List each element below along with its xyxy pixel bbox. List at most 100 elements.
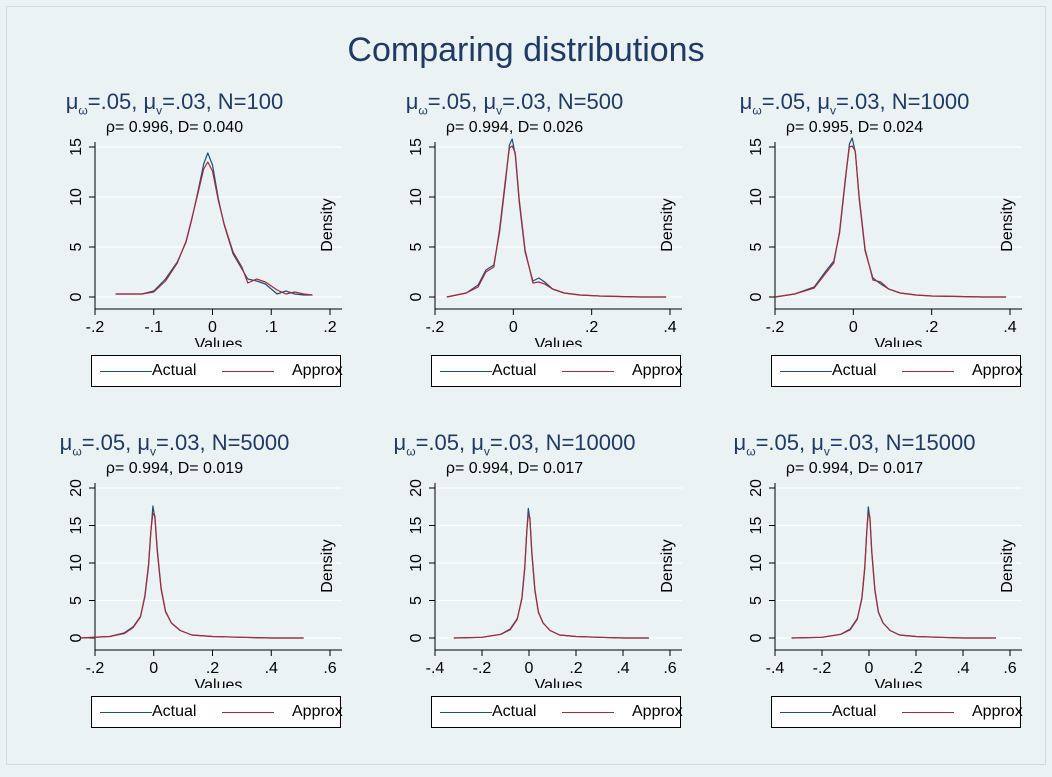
y-tick-label: 10 [68, 188, 85, 206]
y-axis-label: Density [319, 198, 336, 251]
x-tick-label: .4 [956, 660, 969, 677]
legend: Actual Approx [431, 355, 683, 387]
x-tick-label: -.4 [426, 660, 445, 677]
y-tick-label: 5 [408, 596, 425, 605]
x-tick-label: .6 [663, 660, 676, 677]
y-tick-label: 10 [748, 188, 765, 206]
panel-title: μω=.05, μv=.03, N=1000 [739, 89, 970, 118]
panel-title: μω=.05, μv=.03, N=5000 [59, 430, 290, 459]
legend-swatch [222, 371, 274, 372]
series-line-actual [446, 138, 667, 298]
legend-label: Approx [972, 703, 1023, 720]
panel-title: μω=.05, μv=.03, N=100 [65, 89, 284, 118]
series-line-approx [791, 512, 996, 639]
legend-label: Approx [292, 362, 343, 379]
legend-swatch [440, 712, 492, 713]
panel-subtitle: ρ= 0.994, D= 0.019 [105, 460, 244, 477]
x-tick-label: -.2 [86, 319, 105, 336]
series-line-approx [774, 145, 1007, 298]
x-axis-label: Values [535, 336, 583, 347]
x-tick-label: .4 [1003, 319, 1016, 336]
y-tick-label: 0 [748, 633, 765, 642]
panel-subtitle: ρ= 0.994, D= 0.017 [445, 460, 584, 477]
y-tick-label: 15 [68, 138, 85, 156]
panel-subtitle: ρ= 0.996, D= 0.040 [105, 119, 244, 136]
y-tick-label: 0 [408, 633, 425, 642]
y-tick-label: 15 [408, 138, 425, 156]
x-axis-label: Values [195, 677, 243, 688]
y-axis-label: Density [319, 539, 336, 592]
x-tick-label: -.2 [473, 660, 492, 677]
legend-label: Actual [152, 362, 197, 379]
x-tick-label: 0 [509, 319, 518, 336]
x-axis-label: Values [875, 677, 923, 688]
y-tick-label: 15 [68, 517, 85, 535]
x-tick-label: -.2 [426, 319, 445, 336]
x-tick-label: 0 [865, 660, 874, 677]
legend-label: Approx [292, 703, 343, 720]
x-tick-label: 0 [149, 660, 158, 677]
panel-subtitle: ρ= 0.995, D= 0.024 [785, 119, 924, 136]
legend-swatch [562, 371, 614, 372]
y-tick-label: 10 [408, 554, 425, 572]
legend-label: Actual [832, 703, 877, 720]
y-tick-label: 10 [408, 188, 425, 206]
chart-panel: μω=.05, μv=.03, N=10000 ρ= 0.994, D= 0.01… [347, 348, 683, 728]
y-tick-label: 20 [408, 479, 425, 497]
y-axis-label: Density [999, 539, 1016, 592]
x-tick-label: .4 [616, 660, 629, 677]
x-tick-label: -.2 [86, 660, 105, 677]
x-tick-label: .2 [206, 660, 219, 677]
legend-swatch [780, 371, 832, 372]
legend-swatch [902, 371, 954, 372]
legend: Actual Approx [771, 696, 1023, 728]
y-tick-label: 0 [68, 292, 85, 301]
x-axis-label: Values [535, 677, 583, 688]
series-line-actual [791, 506, 996, 639]
y-tick-label: 0 [748, 292, 765, 301]
series-line-actual [774, 137, 1007, 298]
figure: Comparing distributions μω=.05, μv=.03, … [6, 6, 1046, 765]
density-plot: 0 5 10 15 -.2 0 .2 .4 Values Density [408, 138, 682, 347]
legend-label: Actual [152, 703, 197, 720]
x-tick-label: -.4 [766, 660, 785, 677]
legend-swatch [100, 712, 152, 713]
x-tick-label: .2 [569, 660, 582, 677]
legend-swatch [902, 712, 954, 713]
x-tick-label: .4 [265, 660, 278, 677]
y-tick-label: 5 [748, 596, 765, 605]
x-tick-label: .2 [585, 319, 598, 336]
x-tick-label: 0 [208, 319, 217, 336]
density-plot: 0 5 10 15 20 -.2 0 .2 .4 .6 Values Density [68, 479, 342, 688]
y-tick-label: 20 [748, 479, 765, 497]
y-axis-label: Density [659, 198, 676, 251]
y-tick-label: 10 [748, 554, 765, 572]
series-line-approx [446, 145, 667, 298]
x-axis-label: Values [875, 336, 923, 347]
density-plot: 0 5 10 15 20 -.4 -.2 0 .2 .4 .6 Values Density [748, 479, 1022, 688]
legend-label: Approx [632, 703, 683, 720]
x-tick-label: 0 [849, 319, 858, 336]
series-line-approx [453, 514, 649, 639]
series-line-actual [453, 507, 649, 639]
y-tick-label: 15 [748, 138, 765, 156]
main-title: Comparing distributions [347, 31, 705, 69]
x-tick-label: .4 [663, 319, 676, 336]
panel-subtitle: ρ= 0.994, D= 0.026 [445, 119, 584, 136]
legend-swatch [440, 371, 492, 372]
chart-panel: μω=.05, μv=.03, N=15000 ρ= 0.994, D= 0.01… [687, 348, 1023, 728]
legend-label: Approx [972, 362, 1023, 379]
x-tick-label: 0 [525, 660, 534, 677]
x-tick-label: .2 [909, 660, 922, 677]
legend-swatch [100, 371, 152, 372]
legend-swatch [222, 712, 274, 713]
legend: Actual Approx [431, 696, 683, 728]
legend-swatch [780, 712, 832, 713]
chart-panel: μω=.05, μv=.03, N=100 ρ= 0.996, D= 0.040 0… [7, 7, 343, 387]
chart-panel: μω=.05, μv=.03, N=5000 ρ= 0.994, D= 0.019… [7, 348, 343, 728]
y-tick-label: 5 [408, 242, 425, 251]
x-tick-label: .6 [323, 660, 336, 677]
panel-title: μω=.05, μv=.03, N=500 [405, 89, 624, 118]
y-axis-label: Density [659, 539, 676, 592]
series-line-approx [80, 512, 304, 639]
